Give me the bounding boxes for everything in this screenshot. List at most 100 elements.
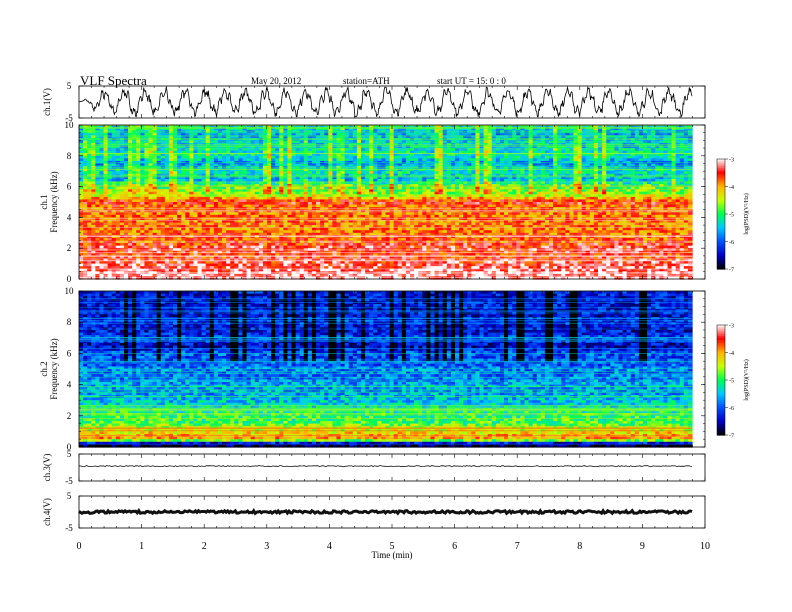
spectrogram-cell bbox=[422, 132, 427, 136]
spectrogram-cell bbox=[230, 155, 235, 159]
spectrogram-cell bbox=[577, 142, 583, 147]
spectrogram-cell bbox=[140, 155, 145, 159]
spectrogram-cell bbox=[606, 153, 611, 157]
spectrogram-cell bbox=[201, 130, 207, 134]
spectrogram-cell bbox=[222, 135, 227, 139]
spectrogram-cell bbox=[152, 153, 158, 157]
spectrogram-cell bbox=[348, 135, 354, 139]
spectrogram-cell bbox=[687, 150, 693, 154]
spectrogram-cell bbox=[687, 148, 693, 152]
spectrogram-cell bbox=[532, 142, 538, 147]
spectrogram-cell bbox=[99, 150, 105, 154]
spectrogram-cell bbox=[307, 135, 313, 139]
spectrogram-cell bbox=[524, 155, 530, 159]
spectrogram-cell bbox=[544, 155, 550, 159]
spectrogram-cell bbox=[381, 158, 387, 162]
spectrogram-cell bbox=[91, 148, 96, 152]
spectrogram-cell bbox=[638, 127, 644, 131]
spectrogram-cell bbox=[205, 153, 211, 157]
spectrogram-cell bbox=[311, 155, 317, 159]
spectrogram-cell bbox=[475, 148, 481, 152]
spectrogram-cell bbox=[91, 135, 96, 139]
spectrogram-cell bbox=[581, 130, 587, 134]
spectrogram-cell bbox=[99, 145, 105, 149]
spectrogram-cell bbox=[140, 148, 145, 152]
spectrogram-cell bbox=[140, 132, 145, 136]
spectrogram-cell bbox=[557, 145, 562, 149]
spectrogram-cell bbox=[589, 148, 595, 152]
spectrogram-cell bbox=[626, 148, 632, 152]
spectrogram-cell bbox=[246, 130, 252, 134]
spectrogram-cell bbox=[209, 142, 215, 147]
spectrogram-cell bbox=[271, 155, 276, 159]
spectrogram-cell bbox=[369, 153, 374, 157]
spectrogram-cell bbox=[266, 153, 272, 157]
spectrogram-cell bbox=[450, 148, 456, 152]
spectrogram-cell bbox=[589, 150, 595, 154]
spectrogram-cell bbox=[544, 127, 550, 131]
spectrogram-cell bbox=[148, 145, 154, 149]
spectrogram-cell bbox=[573, 142, 579, 147]
spectrogram-cell bbox=[385, 127, 391, 131]
spectrogram-cell bbox=[189, 158, 195, 162]
spectrogram-cell bbox=[164, 148, 170, 152]
spectrogram-cell bbox=[655, 153, 660, 157]
spectrogram-cell bbox=[344, 127, 350, 131]
spectrogram-cell bbox=[495, 145, 501, 149]
spectrogram-cell bbox=[663, 158, 669, 162]
spectrogram-cell bbox=[638, 125, 644, 129]
spectrogram-cell bbox=[205, 150, 211, 154]
spectrogram-cell bbox=[565, 125, 570, 129]
spectrogram-cell bbox=[177, 158, 182, 162]
spectrogram-cell bbox=[336, 153, 342, 157]
spectrogram-cell bbox=[275, 125, 280, 129]
spectrogram-cell bbox=[119, 148, 125, 152]
spectrogram-cell bbox=[524, 127, 530, 131]
spectrogram-cell bbox=[659, 158, 664, 162]
spectrogram-cell bbox=[422, 127, 427, 131]
spectrogram-cell bbox=[487, 153, 493, 157]
spectrogram-cell bbox=[430, 148, 436, 152]
spectrogram-cell bbox=[87, 148, 92, 152]
spectrogram-cell bbox=[83, 130, 88, 134]
spectrogram-cell bbox=[299, 125, 305, 129]
spectrogram-cell bbox=[438, 150, 444, 154]
spectrogram-cell bbox=[687, 153, 693, 157]
spectrogram-cell bbox=[598, 130, 603, 134]
spectrogram-cell bbox=[164, 135, 170, 139]
spectrogram-cell bbox=[262, 135, 268, 139]
spectrogram-cell bbox=[213, 135, 219, 139]
spectrogram-cell bbox=[532, 158, 538, 162]
spectrogram-cell bbox=[320, 153, 325, 157]
spectrogram-cell bbox=[287, 155, 293, 159]
spectrogram-cell bbox=[111, 127, 117, 131]
spectrogram-cell bbox=[377, 145, 383, 149]
spectrogram-cell bbox=[561, 158, 566, 162]
spectrogram-cell bbox=[271, 158, 276, 162]
spectrogram-cell bbox=[213, 158, 219, 162]
spectrogram-cell bbox=[209, 132, 215, 136]
spectrogram-cell bbox=[438, 153, 444, 157]
spectrogram-cell bbox=[348, 158, 354, 162]
spectrogram-cell bbox=[177, 142, 182, 147]
spectrogram-cell bbox=[687, 142, 693, 147]
spectrogram-cell bbox=[222, 125, 227, 129]
spectrogram-cell bbox=[475, 127, 481, 131]
spectrogram-cell bbox=[222, 145, 227, 149]
spectrogram-cell bbox=[614, 150, 620, 154]
spectrogram-cell bbox=[655, 158, 660, 162]
spectrogram-cell bbox=[172, 125, 178, 129]
spectrogram-cell bbox=[258, 142, 264, 147]
spectrogram-cell bbox=[279, 153, 284, 157]
spectrogram-cell bbox=[369, 130, 374, 134]
spectrogram-cell bbox=[128, 153, 133, 157]
spectrogram-cell bbox=[365, 125, 370, 129]
spectrogram-cell bbox=[356, 150, 362, 154]
spectrogram-cell bbox=[324, 155, 329, 159]
spectrogram-cell bbox=[356, 127, 362, 131]
spectrogram-cell bbox=[565, 153, 570, 157]
spectrogram-cell bbox=[197, 142, 203, 147]
spectrogram-cell bbox=[79, 135, 84, 139]
spectrogram-cell bbox=[295, 125, 301, 129]
spectrogram-cell bbox=[291, 145, 297, 149]
